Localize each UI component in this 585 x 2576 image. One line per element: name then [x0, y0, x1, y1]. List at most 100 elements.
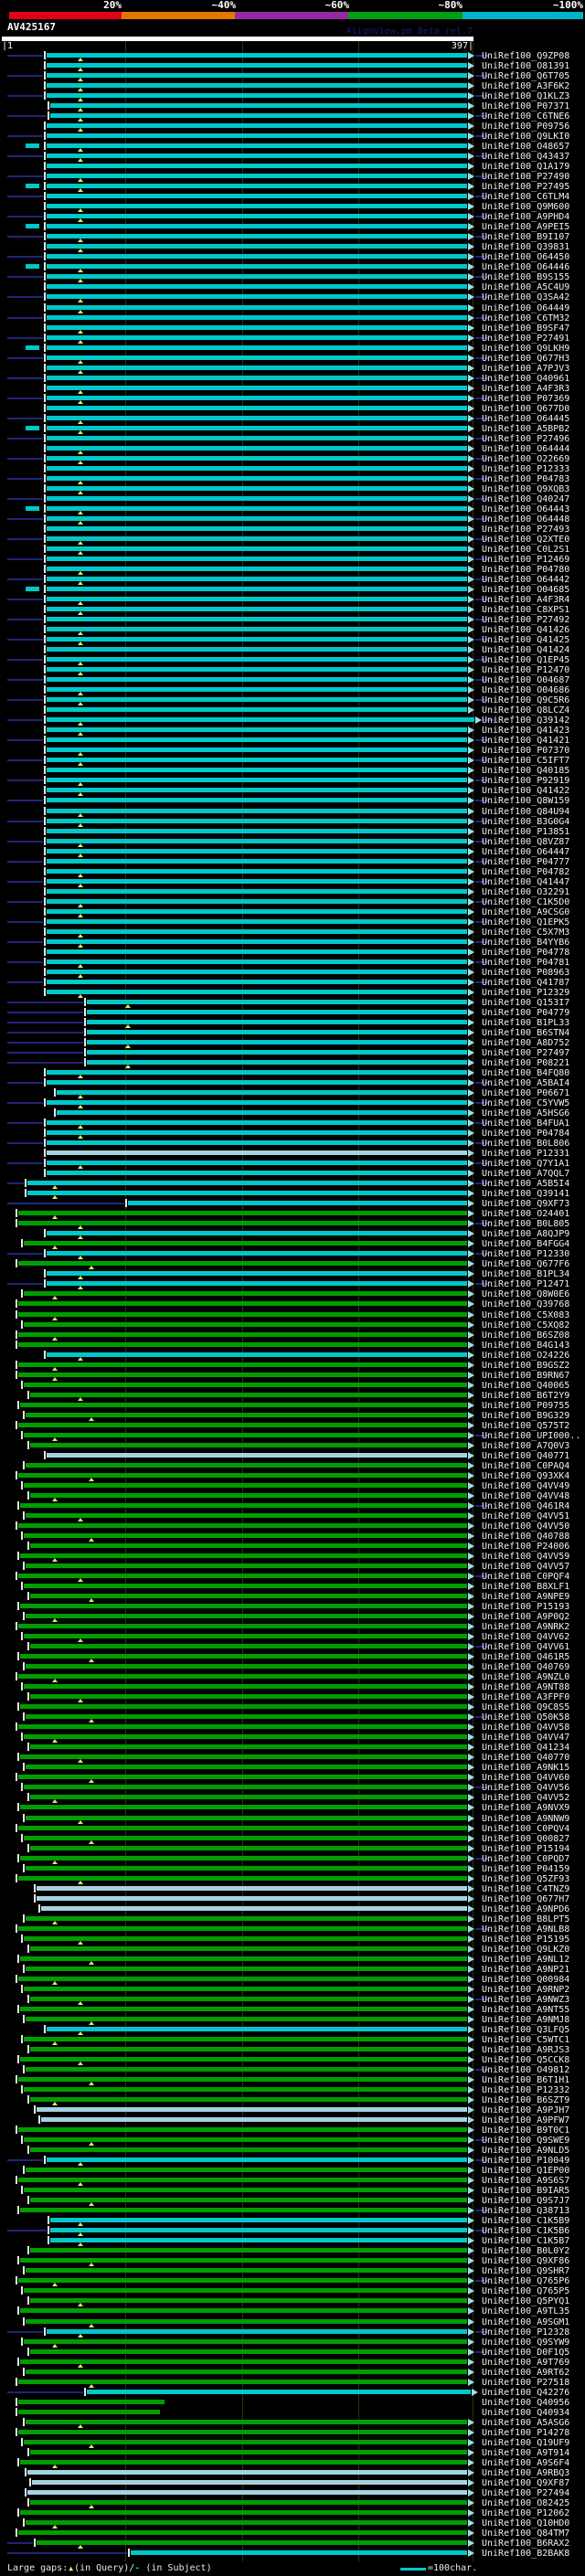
hit-bar[interactable]: [30, 1594, 467, 1598]
hit-label[interactable]: UniRef100_Q4VV49: [482, 1481, 570, 1491]
hit-label[interactable]: UniRef100_A9NLD5: [482, 2146, 570, 2156]
hit-bar[interactable]: [47, 2157, 467, 2162]
hit-bar[interactable]: [30, 2500, 467, 2505]
hit-label[interactable]: UniRef100_Q84U94: [482, 807, 570, 817]
hit-bar[interactable]: [47, 929, 467, 934]
hit-bar[interactable]: [24, 2087, 467, 2092]
hit-bar[interactable]: [18, 1775, 467, 1779]
hit-bar[interactable]: [26, 2067, 467, 2072]
hit-label[interactable]: UniRef100_Q40788: [482, 1532, 570, 1542]
hit-label[interactable]: UniRef100_C5WTC1: [482, 2035, 570, 2045]
hit-label[interactable]: UniRef100_B6SZT9: [482, 2095, 570, 2105]
hit-label[interactable]: UniRef100_A5BPB2: [482, 424, 570, 434]
hit-bar[interactable]: [47, 758, 467, 762]
hit-bar[interactable]: [47, 476, 467, 481]
hit-bar[interactable]: [18, 1261, 467, 1266]
hit-label[interactable]: UniRef100_P09755: [482, 1401, 570, 1411]
hit-label[interactable]: UniRef100_Q9LKZ0: [482, 1945, 570, 1955]
hit-label[interactable]: UniRef100_C0PQD7: [482, 1854, 570, 1864]
hit-bar[interactable]: [47, 355, 467, 360]
hit-bar[interactable]: [47, 819, 467, 823]
hit-label[interactable]: UniRef100_O48657: [482, 142, 570, 152]
hit-label[interactable]: UniRef100_Q40956: [482, 2398, 570, 2408]
hit-bar[interactable]: [30, 1694, 467, 1699]
hit-bar[interactable]: [47, 386, 467, 390]
hit-bar[interactable]: [26, 1614, 467, 1618]
hit-bar[interactable]: [30, 1493, 467, 1498]
hit-bar[interactable]: [87, 1050, 467, 1055]
hit-label[interactable]: UniRef100_O64444: [482, 444, 570, 454]
hit-label[interactable]: UniRef100_C4TNZ9: [482, 1884, 570, 1894]
hit-bar[interactable]: [47, 727, 467, 732]
hit-label[interactable]: UniRef100_P12329: [482, 988, 570, 998]
hit-label[interactable]: UniRef100_Q4VV51: [482, 1511, 570, 1521]
hit-bar[interactable]: [47, 224, 467, 228]
hit-bar[interactable]: [24, 1684, 467, 1689]
hit-label[interactable]: UniRef100_B6STN4: [482, 1028, 570, 1038]
hit-bar[interactable]: [47, 53, 467, 58]
hit-bar[interactable]: [26, 1765, 467, 1769]
hit-label[interactable]: UniRef100_Q9LKI0: [482, 132, 570, 142]
hit-label[interactable]: UniRef100_A9NPE9: [482, 1592, 570, 1602]
hit-bar[interactable]: [47, 506, 467, 511]
hit-bar[interactable]: [18, 2530, 467, 2535]
hit-bar[interactable]: [26, 2520, 467, 2525]
hit-label[interactable]: UniRef100_Q765P6: [482, 2276, 570, 2286]
hit-bar[interactable]: [30, 2097, 467, 2102]
hit-bar[interactable]: [18, 2400, 165, 2404]
hit-label[interactable]: UniRef100_C0PAQ4: [482, 1461, 570, 1471]
hit-label[interactable]: UniRef100_Q1EP00: [482, 2166, 570, 2176]
hit-bar[interactable]: [47, 1271, 467, 1276]
hit-bar[interactable]: [30, 2298, 467, 2303]
hit-bar[interactable]: [47, 315, 467, 320]
hit-bar[interactable]: [47, 133, 467, 138]
hit-bar[interactable]: [47, 869, 467, 874]
hit-label[interactable]: UniRef100_Q677D0: [482, 404, 570, 414]
hit-bar[interactable]: [30, 2147, 467, 2152]
hit-label[interactable]: UniRef100_Q2XTE0: [482, 535, 570, 545]
hit-bar[interactable]: [47, 466, 467, 471]
hit-label[interactable]: UniRef100_Q4VV58: [482, 1723, 570, 1733]
hit-label[interactable]: UniRef100_O64449: [482, 303, 570, 313]
hit-label[interactable]: UniRef100_A7Q0V3: [482, 1441, 570, 1451]
hit-bar[interactable]: [26, 1714, 467, 1719]
hit-label[interactable]: UniRef100_P13851: [482, 827, 570, 837]
hit-bar[interactable]: [24, 1241, 467, 1246]
hit-label[interactable]: UniRef100_B9T0C1: [482, 2125, 570, 2136]
hit-label[interactable]: UniRef100_O81391: [482, 61, 570, 71]
hit-bar[interactable]: [47, 1352, 467, 1357]
hit-bar[interactable]: [30, 1644, 467, 1648]
hit-label[interactable]: UniRef100_A7QQL7: [482, 1169, 570, 1179]
hit-bar[interactable]: [47, 809, 467, 813]
hit-bar[interactable]: [24, 1291, 467, 1296]
hit-label[interactable]: UniRef100_P15195: [482, 1935, 570, 1945]
hit-bar[interactable]: [47, 254, 467, 259]
hit-bar[interactable]: [26, 1413, 467, 1417]
hit-label[interactable]: UniRef100_Q6T705: [482, 71, 570, 81]
hit-bar[interactable]: [20, 2258, 467, 2263]
hit-bar[interactable]: [87, 1030, 467, 1034]
hit-label[interactable]: UniRef100_P27493: [482, 525, 570, 535]
hit-bar[interactable]: [47, 768, 467, 772]
hit-label[interactable]: UniRef100_B8XLF1: [482, 1582, 570, 1592]
hit-label[interactable]: UniRef100_O04686: [482, 685, 570, 695]
hit-bar[interactable]: [18, 1332, 467, 1337]
hit-bar[interactable]: [20, 2510, 467, 2515]
hit-bar[interactable]: [24, 1634, 467, 1638]
hit-bar[interactable]: [24, 2137, 467, 2142]
hit-label[interactable]: UniRef100_Q4VV48: [482, 1491, 570, 1501]
hit-bar[interactable]: [18, 2380, 467, 2384]
hit-label[interactable]: UniRef100_A4F3R4: [482, 595, 570, 605]
hit-bar[interactable]: [50, 113, 467, 118]
hit-label[interactable]: UniRef100_C5YVW5: [482, 1098, 570, 1108]
hit-bar[interactable]: [47, 1281, 467, 1286]
hit-bar[interactable]: [87, 1020, 467, 1024]
hit-label[interactable]: UniRef100_B0L0Y2: [482, 2246, 570, 2256]
hit-bar[interactable]: [30, 2198, 467, 2202]
hit-bar[interactable]: [47, 657, 467, 662]
hit-label[interactable]: UniRef100_A9NP21: [482, 1965, 570, 1975]
hit-label[interactable]: UniRef100_P15193: [482, 1602, 570, 1612]
hit-bar[interactable]: [47, 244, 467, 249]
hit-bar[interactable]: [18, 1362, 467, 1367]
hit-bar[interactable]: [47, 366, 467, 370]
